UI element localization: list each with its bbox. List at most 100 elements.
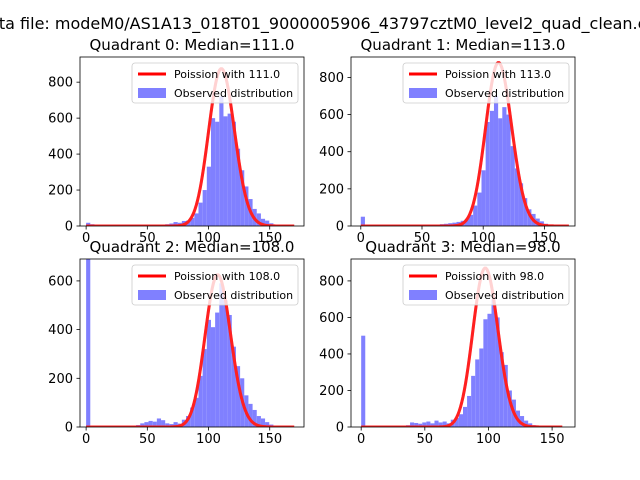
y-tick-label: 200 [48,184,73,199]
legend-box [131,264,299,306]
histogram-bar [215,121,220,226]
histogram-bar [223,116,228,226]
histogram-bar [506,114,511,226]
y-tick-label: 600 [48,112,73,127]
legend-box [402,264,570,306]
histogram-bar [471,375,476,427]
histogram-bar [495,317,500,427]
y-tick-label: 0 [336,421,344,436]
histogram-bar [219,96,224,226]
histogram-bar [454,417,459,427]
histogram-bar [198,375,203,427]
histogram-bar [231,121,236,226]
x-tick-label: 0 [82,231,90,246]
histogram-bar [477,192,482,226]
legend-patch-swatch [138,290,166,300]
y-tick-label: 600 [319,108,344,123]
histogram-bar [248,403,253,427]
poisson-curve-overlay [86,67,295,226]
histogram-bar [198,202,203,226]
legend-entry-observed: Observed distribution [445,289,564,302]
histogram-bar [156,418,162,427]
legend-box [131,62,299,104]
histogram-bar [485,122,490,226]
histogram-bar [491,299,496,427]
legend-entry-observed: Observed distribution [445,87,564,100]
histogram-bar [430,423,435,427]
histogram-bar [498,118,503,226]
x-tick-label: 50 [417,432,434,447]
histogram-bar [206,319,211,427]
histogram-bars [86,96,291,226]
histogram-bar [252,409,257,427]
y-tick-label: 400 [319,347,344,362]
poisson-curve-overlay [361,266,563,427]
poisson-curve-overlay [86,273,295,427]
histogram-bar [86,259,91,427]
histogram-bar [507,390,512,427]
histogram-bar [523,198,528,226]
axes-frame [79,56,305,227]
histogram-bar [235,366,241,427]
histogram-bar [473,205,478,226]
histogram-bar [219,283,224,427]
histogram-bar [426,421,431,427]
legend: Poission with 113.0 Observed distribution [402,62,570,104]
x-tick-label: 50 [139,432,156,447]
poisson-curve [360,61,570,226]
legend-entry-poisson: Poission with 98.0 [445,270,544,283]
histogram-bar [422,422,427,427]
histogram-bar [360,216,365,226]
y-tick-label: 0 [65,220,73,235]
histogram-bar [464,218,469,226]
chart-title: Quadrant 2: Median=108.0 [90,238,295,256]
x-tick-label: 50 [139,231,156,246]
legend: Poission with 111.0 Observed distribution [131,62,299,104]
histogram-bar [503,364,508,427]
chart-title: Quadrant 0: Median=111.0 [90,36,295,54]
x-tick-label: 100 [476,432,501,447]
x-tick-label: 50 [414,231,431,246]
histogram-bar [227,315,232,427]
legend: Poission with 108.0 Observed distribution [131,264,299,306]
chart-panel-1: 0 50 100 150 0 200 400 600 800 Quadrant 1: Median… [319,36,576,246]
legend-patch-swatch [409,290,437,300]
histogram-bar [152,421,157,427]
histogram-bar [161,420,166,427]
histogram-bar [240,170,245,226]
histogram-bar [210,327,216,427]
x-tick-label: 0 [82,432,90,447]
histogram-bar [227,113,232,226]
y-tick-label: 200 [48,372,73,387]
y-tick-label: 200 [319,182,344,197]
histogram-bar [210,118,216,226]
histogram-bar [481,170,486,226]
poisson-curve [85,67,295,226]
chart-panel-3: 0 50 100 150 0 200 400 600 800 Quadrant 3: Median… [319,238,576,447]
histogram-bar [165,423,170,427]
histogram-bar [514,168,519,226]
histogram-bar [502,107,507,226]
legend-entry-observed: Observed distribution [174,289,293,302]
histogram-bar [256,416,261,427]
histogram-bar [235,148,241,226]
histogram-bar [140,423,145,427]
chart-title: Quadrant 1: Median=113.0 [361,36,566,54]
histogram-bar [468,214,474,226]
x-tick-label: 150 [257,231,282,246]
x-tick-label: 0 [357,432,365,447]
histogram-bar [231,346,236,427]
y-tick-label: 0 [65,421,73,436]
chart-panel-2: 0 50 100 150 0 200 400 600 Quadrant 2: Median=10… [48,238,305,447]
histogram-bar [475,359,480,427]
histogram-bar [410,422,415,427]
histogram-bar [499,352,504,427]
y-tick-label: 200 [319,384,344,399]
histogram-bar [194,397,199,427]
legend-box [402,62,570,104]
histogram-bar [206,166,211,226]
histogram-bar [442,421,447,427]
poisson-curve [360,266,563,427]
axes-frame [79,258,305,428]
